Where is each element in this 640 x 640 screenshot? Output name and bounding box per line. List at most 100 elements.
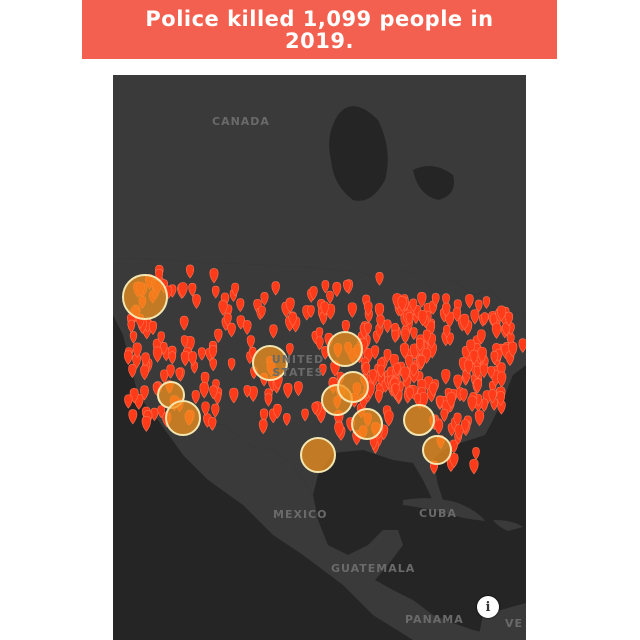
map-pin-icon bbox=[175, 367, 183, 381]
map-pin-icon bbox=[231, 282, 240, 297]
map-pin-icon bbox=[377, 364, 385, 378]
map-pin-icon bbox=[467, 395, 477, 412]
map-pin-icon bbox=[185, 264, 195, 279]
map-pin-icon bbox=[479, 363, 489, 379]
map-pin-icon bbox=[490, 350, 499, 365]
map-pin-icon bbox=[309, 286, 318, 301]
map-pin-icon bbox=[123, 350, 133, 366]
map-pin-icon bbox=[283, 382, 293, 399]
map-pin-icon bbox=[363, 301, 373, 316]
map-pin-icon bbox=[391, 329, 399, 343]
label-venezuela: VE bbox=[505, 617, 524, 630]
cluster-circle bbox=[122, 274, 168, 320]
map-pin-icon bbox=[376, 314, 385, 329]
map-pin-icon bbox=[399, 342, 410, 359]
info-icon[interactable]: i bbox=[477, 596, 499, 618]
cuba-island bbox=[403, 498, 485, 521]
basemap bbox=[113, 75, 526, 640]
map-pin-icon bbox=[440, 408, 449, 423]
map-pin-icon bbox=[334, 421, 344, 438]
map-pin-icon bbox=[473, 378, 483, 394]
map-pin-icon bbox=[362, 362, 371, 376]
map-pin-icon bbox=[320, 301, 329, 316]
map-pin-icon bbox=[508, 341, 518, 358]
map-pin-icon bbox=[518, 338, 526, 353]
map-pin-icon bbox=[384, 410, 394, 427]
map-pin-icon bbox=[496, 391, 506, 406]
map-pin-icon bbox=[208, 345, 218, 360]
map-pin-icon bbox=[319, 363, 327, 377]
map-pin-icon bbox=[269, 324, 278, 339]
cluster-circle bbox=[327, 331, 363, 367]
map-pin-icon bbox=[368, 369, 377, 384]
map-pin-icon bbox=[141, 415, 152, 432]
map-pin-icon bbox=[315, 336, 324, 351]
map-pin-icon bbox=[223, 312, 232, 327]
map-pin-icon bbox=[178, 282, 188, 299]
cluster-circle bbox=[422, 435, 452, 465]
map-pin-icon bbox=[227, 358, 236, 371]
map-pin-icon bbox=[160, 369, 169, 384]
map-pin-icon bbox=[409, 363, 418, 377]
map-pin-icon bbox=[140, 364, 150, 381]
map-pin-icon bbox=[444, 311, 455, 328]
map-pin-icon bbox=[259, 408, 269, 423]
map-pin-icon bbox=[502, 322, 511, 337]
cluster-circle bbox=[403, 404, 435, 436]
map-pin-icon bbox=[442, 302, 451, 317]
map-pin-icon bbox=[271, 281, 280, 296]
map-pin-icon bbox=[326, 290, 334, 304]
map-pin-icon bbox=[264, 393, 273, 407]
cluster-circle bbox=[165, 400, 201, 436]
map-pin-icon bbox=[431, 293, 440, 307]
map-pin-icon bbox=[243, 385, 251, 398]
map-pin-icon bbox=[341, 320, 350, 334]
map-pin-icon bbox=[422, 329, 431, 344]
map-pin-icon bbox=[383, 319, 392, 334]
map-pin-icon bbox=[469, 458, 479, 475]
map-pin-icon bbox=[453, 412, 462, 427]
map-pin-icon bbox=[236, 298, 245, 313]
map-pin-icon bbox=[459, 313, 470, 331]
map-pin-icon bbox=[214, 328, 223, 343]
map-pin-icon bbox=[258, 305, 266, 319]
map-pin-icon bbox=[393, 362, 401, 376]
map-pin-icon bbox=[410, 327, 418, 340]
map-pin-icon bbox=[127, 319, 136, 333]
map-pin-icon bbox=[491, 322, 502, 339]
map-pin-icon bbox=[364, 322, 372, 336]
label-cuba: CUBA bbox=[419, 507, 457, 520]
map-pin-icon bbox=[391, 383, 400, 397]
map-pin-icon bbox=[446, 332, 454, 346]
map-pin-icon bbox=[199, 382, 209, 399]
map-pin-icon bbox=[454, 424, 464, 440]
map-pin-icon bbox=[191, 390, 200, 405]
map-view[interactable]: CANADA UNITED STATES MEXICO CUBA GUATEMA… bbox=[113, 75, 526, 640]
mexico-landmass bbox=[133, 375, 526, 640]
map-pin-icon bbox=[273, 403, 282, 419]
map-pin-icon bbox=[332, 281, 342, 297]
label-mexico: MEXICO bbox=[273, 508, 328, 521]
map-pin-icon bbox=[400, 366, 410, 383]
map-pin-icon bbox=[342, 279, 351, 293]
map-pin-icon bbox=[449, 452, 459, 469]
map-pin-icon bbox=[482, 296, 491, 309]
map-pin-icon bbox=[129, 331, 138, 344]
map-pin-icon bbox=[496, 371, 507, 388]
map-pin-icon bbox=[246, 335, 255, 349]
map-pin-icon bbox=[218, 299, 228, 316]
map-pin-icon bbox=[315, 327, 324, 340]
map-pin-icon bbox=[260, 292, 269, 306]
map-pin-icon bbox=[374, 389, 383, 404]
cluster-circle bbox=[252, 345, 288, 381]
map-pin-icon bbox=[409, 298, 418, 312]
map-pin-icon bbox=[152, 346, 163, 363]
map-pin-icon bbox=[417, 355, 426, 369]
map-pin-icon bbox=[370, 345, 380, 360]
map-pin-icon bbox=[461, 419, 470, 434]
banner-title: Police killed 1,099 people in 2019. bbox=[145, 6, 494, 53]
map-pin-icon bbox=[347, 302, 357, 318]
map-pin-icon bbox=[283, 413, 291, 426]
map-pin-icon bbox=[496, 305, 507, 322]
map-pin-icon bbox=[436, 395, 444, 409]
